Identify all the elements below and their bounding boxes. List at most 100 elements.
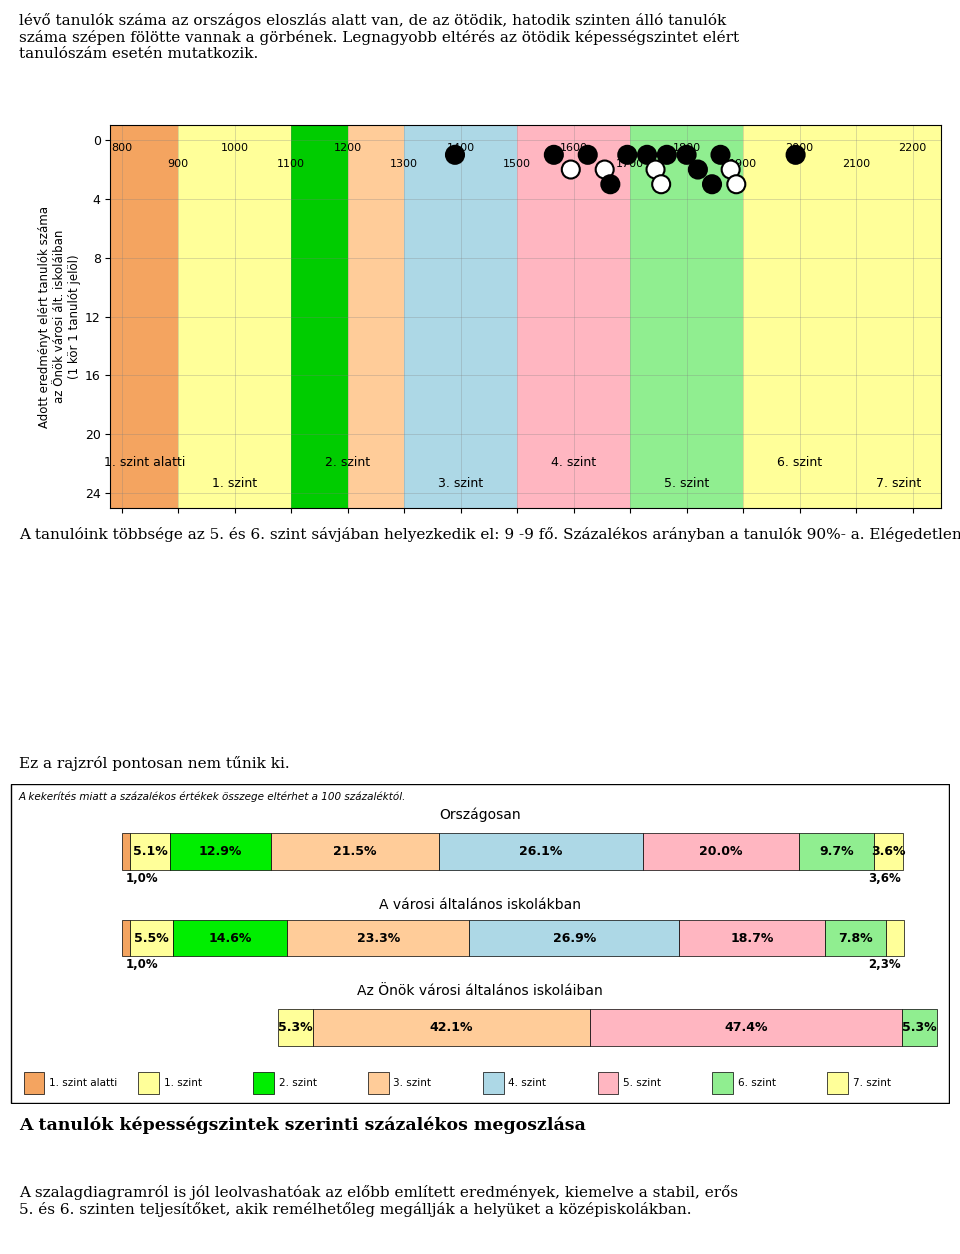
Ellipse shape (711, 145, 730, 164)
Text: 1500: 1500 (503, 159, 531, 169)
Bar (902, 1009, 937, 1046)
Bar (469, 919, 680, 957)
Bar (313, 1009, 589, 1046)
Text: 2200: 2200 (899, 143, 926, 153)
Ellipse shape (652, 176, 670, 193)
Bar (597, 1071, 618, 1093)
Bar (828, 1071, 848, 1093)
Ellipse shape (658, 145, 676, 164)
Text: 1200: 1200 (333, 143, 362, 153)
Text: 1100: 1100 (277, 159, 305, 169)
Ellipse shape (678, 145, 696, 164)
Text: A városi általános iskolákban: A városi általános iskolákban (379, 898, 581, 912)
Bar (123, 919, 131, 957)
Text: 9.7%: 9.7% (819, 845, 853, 858)
Text: 6. szint: 6. szint (777, 456, 822, 469)
Text: 42.1%: 42.1% (429, 1021, 473, 1035)
Text: 26.9%: 26.9% (553, 932, 596, 944)
Bar (348, 125, 404, 508)
Bar (170, 834, 271, 870)
Text: 800: 800 (111, 143, 132, 153)
Text: 1600: 1600 (560, 143, 588, 153)
Bar (110, 125, 179, 508)
Bar (131, 919, 173, 957)
Text: 23.3%: 23.3% (356, 932, 400, 944)
Bar (123, 834, 131, 870)
Bar (138, 1071, 159, 1093)
Ellipse shape (545, 145, 563, 164)
Ellipse shape (786, 145, 804, 164)
Text: 1. szint: 1. szint (164, 1077, 202, 1087)
Bar (131, 834, 170, 870)
Ellipse shape (618, 145, 636, 164)
Text: A tanulóink többsége az 5. és 6. szint sávjában helyezkedik el: 9 -9 fő. Százalé: A tanulóink többsége az 5. és 6. szint s… (19, 527, 960, 542)
Text: 2000: 2000 (785, 143, 814, 153)
Text: 14.6%: 14.6% (208, 932, 252, 944)
Text: 12.9%: 12.9% (199, 845, 242, 858)
Bar (277, 1009, 313, 1046)
Text: Az Önök városi általános iskoláiban: Az Önök városi általános iskoláiban (357, 984, 603, 998)
Text: 2. szint: 2. szint (325, 456, 371, 469)
Text: 18.7%: 18.7% (731, 932, 774, 944)
Bar (886, 919, 904, 957)
Text: 21.5%: 21.5% (333, 845, 376, 858)
Bar (483, 1071, 504, 1093)
Ellipse shape (562, 161, 580, 178)
Text: 1. szint: 1. szint (212, 477, 257, 490)
Text: 5. szint: 5. szint (664, 477, 709, 490)
Ellipse shape (728, 176, 745, 193)
Ellipse shape (722, 161, 739, 178)
Ellipse shape (601, 176, 619, 193)
Text: Ez a rajzról pontosan nem tűnik ki.: Ez a rajzról pontosan nem tűnik ki. (19, 756, 290, 771)
Bar (291, 125, 348, 508)
Text: A kekerítés miatt a százalékos értékek összege eltérhet a 100 százaléktól.: A kekerítés miatt a százalékos értékek ö… (19, 791, 406, 803)
Text: 1300: 1300 (390, 159, 419, 169)
Bar (287, 919, 469, 957)
Bar (712, 1071, 733, 1093)
Ellipse shape (596, 161, 613, 178)
Bar (439, 834, 642, 870)
Bar (368, 1071, 389, 1093)
Bar (24, 1071, 44, 1093)
Ellipse shape (638, 145, 656, 164)
Bar (642, 834, 799, 870)
Text: 7.8%: 7.8% (838, 932, 873, 944)
Text: 1. szint alatti: 1. szint alatti (104, 456, 185, 469)
Text: 1800: 1800 (673, 143, 701, 153)
Text: 26.1%: 26.1% (519, 845, 563, 858)
Bar (856, 125, 941, 508)
Text: Országosan: Országosan (439, 808, 521, 823)
Bar (271, 834, 439, 870)
FancyBboxPatch shape (12, 785, 948, 1102)
Text: lévő tanulók száma az országos eloszlás alatt van, de az ötödik, hatodik szinten: lévő tanulók száma az országos eloszlás … (19, 13, 739, 61)
Text: 1700: 1700 (616, 159, 644, 169)
Bar (799, 834, 875, 870)
Text: 47.4%: 47.4% (724, 1021, 768, 1035)
Bar (404, 125, 517, 508)
Ellipse shape (689, 161, 707, 178)
Text: 2,3%: 2,3% (868, 958, 900, 971)
Bar (680, 919, 826, 957)
Text: 5.5%: 5.5% (134, 932, 169, 944)
Text: 4. szint: 4. szint (551, 456, 596, 469)
Text: 1900: 1900 (729, 159, 757, 169)
Text: A szalagdiagramról is jól leolvashatóak az előbb említett eredmények, kiemelve a: A szalagdiagramról is jól leolvashatóak … (19, 1185, 738, 1218)
Bar (173, 919, 287, 957)
Bar (743, 125, 856, 508)
Text: A tanulók képességszintek szerinti százalékos megoszlása: A tanulók képességszintek szerinti száza… (19, 1116, 586, 1134)
Text: 1400: 1400 (446, 143, 474, 153)
Ellipse shape (646, 161, 664, 178)
Text: 1. szint alatti: 1. szint alatti (49, 1077, 117, 1087)
Bar (517, 125, 630, 508)
Text: 5.3%: 5.3% (277, 1021, 313, 1035)
Text: 7. szint: 7. szint (852, 1077, 891, 1087)
Text: 1,0%: 1,0% (126, 958, 158, 971)
Bar (589, 1009, 902, 1046)
Text: 4. szint: 4. szint (508, 1077, 546, 1087)
Text: 1000: 1000 (221, 143, 249, 153)
Text: 5. szint: 5. szint (623, 1077, 661, 1087)
Bar (179, 125, 291, 508)
Text: 5.3%: 5.3% (902, 1021, 937, 1035)
Y-axis label: Adott eredményt elért tanulók száma
az Önök városi ált. iskoláiban
(1 kör 1 tanu: Adott eredményt elért tanulók száma az Ö… (37, 206, 81, 428)
Text: 3.6%: 3.6% (872, 845, 906, 858)
